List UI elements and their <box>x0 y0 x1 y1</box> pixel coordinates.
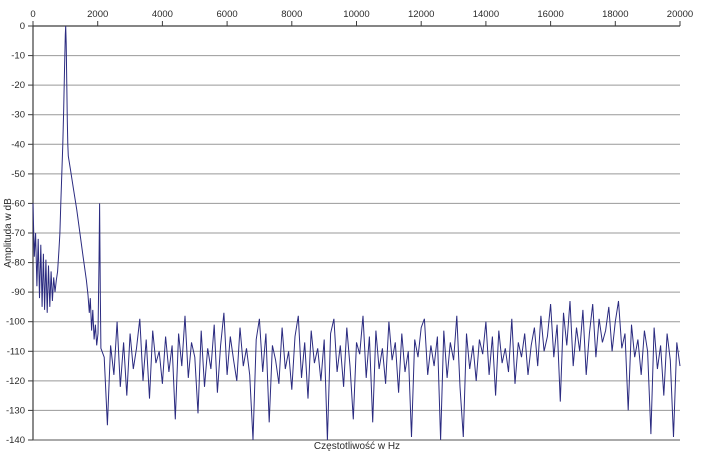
y-tick-label: -80 <box>11 258 25 269</box>
spectrum-trace <box>32 25 681 441</box>
x-tick-label: 8000 <box>281 9 302 20</box>
y-tick-label: -50 <box>11 169 25 180</box>
x-tick-label: 10000 <box>343 9 369 20</box>
x-tick-label: 14000 <box>473 9 499 20</box>
y-tick-label: -40 <box>11 139 25 150</box>
y-tick-label: -90 <box>11 287 25 298</box>
y-tick-label: -30 <box>11 110 25 121</box>
x-tick-label: 18000 <box>602 9 628 20</box>
y-tick-label: -140 <box>6 435 25 446</box>
x-axis-title: Częstotliwość w Hz <box>314 441 400 451</box>
y-tick-label: -130 <box>6 405 25 416</box>
x-tick-label: 6000 <box>217 9 238 20</box>
y-tick-label: -110 <box>7 346 25 357</box>
x-tick-label: 20000 <box>667 9 693 20</box>
y-tick-label: -120 <box>6 376 25 387</box>
x-tick-label: 0 <box>30 9 35 20</box>
y-tick-label: -100 <box>6 317 25 328</box>
y-tick-label: -20 <box>11 80 25 91</box>
y-tick-label: 0 <box>20 21 25 32</box>
y-axis-title: Amplituda w dB <box>3 198 14 268</box>
y-tick-label: -60 <box>11 198 25 209</box>
x-tick-label: 2000 <box>87 9 108 20</box>
x-tick-label: 16000 <box>537 9 563 20</box>
x-tick-label: 12000 <box>408 9 434 20</box>
x-tick-label: 4000 <box>152 9 173 20</box>
y-tick-label: -10 <box>11 51 25 62</box>
y-tick-label: -70 <box>11 228 25 239</box>
